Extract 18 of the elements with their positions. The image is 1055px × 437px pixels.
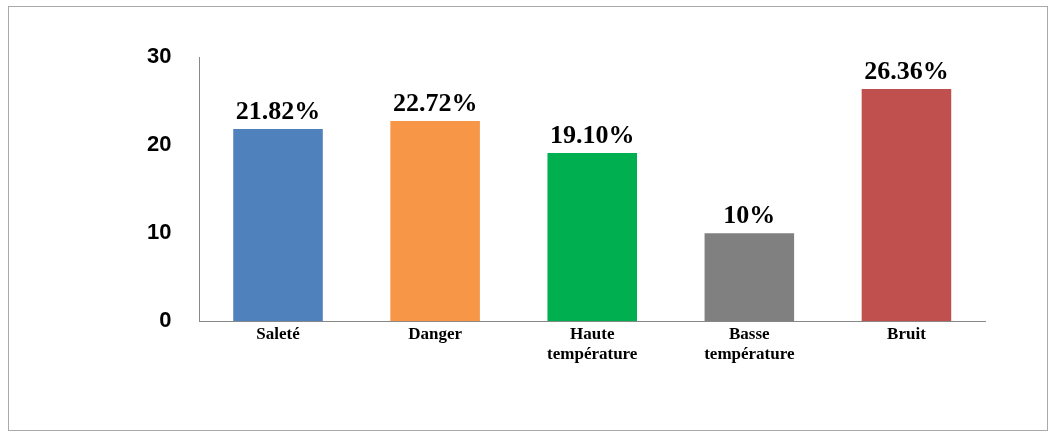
y-tick-label: 10 <box>146 219 172 245</box>
bar <box>547 152 638 322</box>
y-tick-label: 20 <box>146 131 172 157</box>
x-tick-label: Basse température <box>704 323 795 364</box>
data-label: 26.36% <box>864 55 949 85</box>
bar <box>233 129 323 322</box>
data-label: 10% <box>723 199 776 229</box>
y-tick-label: 0 <box>159 307 172 333</box>
data-label: 22.72% <box>392 87 478 117</box>
y-tick-label: 30 <box>146 43 172 69</box>
bar <box>390 121 480 322</box>
bar <box>861 89 952 322</box>
data-label: 21.82% <box>235 95 321 125</box>
data-label: 19.10% <box>549 119 635 149</box>
x-tick-label: Danger <box>408 323 463 343</box>
x-tick-label: Bruit <box>887 323 927 343</box>
x-tick-label: Haute température <box>547 323 638 364</box>
x-tick-label: Saleté <box>256 323 301 343</box>
